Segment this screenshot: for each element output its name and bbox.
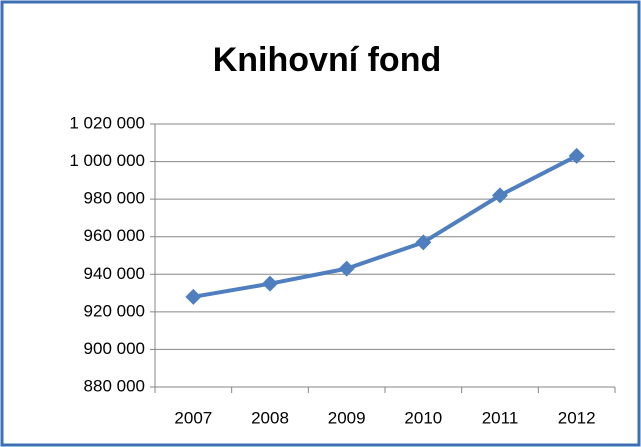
y-tick-label: 980 000 [84,189,145,208]
y-tick-label: 940 000 [84,264,145,283]
y-tick-label: 1 020 000 [69,113,145,132]
y-tick-label: 880 000 [84,376,145,395]
y-tick-label: 960 000 [84,226,145,245]
chart-title: Knihovní fond [213,41,442,79]
x-tick-label: 2011 [482,408,519,427]
x-tick-label: 2008 [251,408,289,427]
y-tick-label: 1 000 000 [69,151,145,170]
y-tick-label: 920 000 [84,301,145,320]
data-point [185,288,202,305]
data-point [568,147,585,164]
y-tick-label: 900 000 [84,339,145,358]
x-tick-label: 2012 [558,408,596,427]
data-point [492,187,508,204]
data-point [415,234,432,251]
x-tick-label: 2009 [328,408,366,427]
data-point [338,260,355,277]
x-tick-label: 2010 [404,408,442,427]
data-point [262,275,278,292]
x-tick-label: 2007 [174,408,212,427]
series-line [192,154,578,299]
